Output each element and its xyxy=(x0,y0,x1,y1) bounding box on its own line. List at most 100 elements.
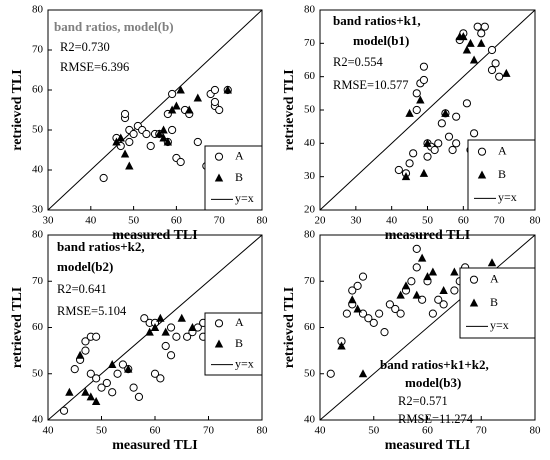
data-point xyxy=(156,374,165,383)
x-tick-label: 50 xyxy=(422,215,434,227)
x-tick-label: 70 xyxy=(494,215,506,227)
data-point xyxy=(129,383,138,392)
data-point xyxy=(419,168,429,177)
data-point xyxy=(401,281,411,290)
annotation: band ratios+k1, xyxy=(333,13,421,28)
annotation: RMSE=6.396 xyxy=(60,60,129,74)
y-tick-label: 40 xyxy=(304,414,316,426)
data-point xyxy=(423,138,432,147)
data-point xyxy=(439,300,448,309)
data-point xyxy=(416,95,425,104)
x-axis-label: measured TLI xyxy=(385,438,470,453)
y-tick-label: 50 xyxy=(304,104,316,116)
data-point xyxy=(86,369,95,378)
legend-label: B xyxy=(498,167,506,181)
legend-marker xyxy=(477,170,487,179)
x-tick-label: 60 xyxy=(422,425,434,437)
y-tick-label: 40 xyxy=(304,137,316,149)
y-tick-label: 60 xyxy=(304,321,316,333)
data-point xyxy=(65,387,74,396)
y-tick-label: 60 xyxy=(32,84,44,96)
legend-marker xyxy=(214,319,224,328)
x-tick-label: 40 xyxy=(43,425,55,437)
data-point xyxy=(150,369,160,378)
data-point xyxy=(337,341,346,350)
data-point xyxy=(396,309,405,318)
reference-line xyxy=(319,234,536,421)
x-tick-label: 50 xyxy=(96,425,108,437)
x-tick-label: 80 xyxy=(530,425,542,437)
data-point xyxy=(423,272,432,281)
x-tick-label: 40 xyxy=(386,215,398,227)
y-tick-label: 60 xyxy=(304,70,316,82)
data-point xyxy=(125,161,134,170)
data-point xyxy=(102,378,111,388)
data-point xyxy=(348,286,357,295)
data-point xyxy=(448,145,457,155)
data-point xyxy=(129,129,138,139)
data-point xyxy=(385,300,394,309)
data-point xyxy=(412,89,421,98)
x-tick-label: 20 xyxy=(315,215,327,227)
data-point xyxy=(125,137,134,147)
data-point xyxy=(450,286,459,295)
y-tick-label: 30 xyxy=(304,170,316,182)
data-point xyxy=(223,85,232,94)
y-tick-label: 70 xyxy=(32,275,44,287)
data-point xyxy=(172,332,181,341)
y-tick-label: 80 xyxy=(304,229,316,241)
data-point xyxy=(391,304,400,314)
data-point xyxy=(502,68,511,77)
legend-label: B xyxy=(235,170,243,184)
annotation: R2=0.730 xyxy=(60,40,110,54)
annotation: RMSE=10.577 xyxy=(333,78,408,92)
legend-marker xyxy=(469,298,479,307)
data-point xyxy=(469,129,479,138)
reference-line xyxy=(47,9,263,211)
data-point xyxy=(358,369,368,378)
data-point xyxy=(405,108,414,117)
data-point xyxy=(81,346,90,355)
data-point xyxy=(348,295,357,304)
x-tick-label: 70 xyxy=(214,215,226,227)
data-point xyxy=(176,157,185,167)
data-point xyxy=(444,132,454,141)
x-axis-label: measured TLI xyxy=(112,228,197,243)
data-point xyxy=(430,145,439,155)
x-tick-label: 50 xyxy=(368,425,380,437)
data-point xyxy=(210,97,220,107)
data-point xyxy=(210,85,220,95)
data-point xyxy=(163,137,173,146)
y-tick-label: 70 xyxy=(32,44,44,56)
x-tick-label: 80 xyxy=(257,215,269,227)
data-point xyxy=(185,105,194,114)
legend-marker xyxy=(469,275,479,284)
data-point xyxy=(477,29,486,38)
y-tick-label: 50 xyxy=(304,367,316,379)
legend-label: A xyxy=(490,271,499,285)
x-tick-label: 70 xyxy=(476,425,488,437)
x-tick-label: 40 xyxy=(315,425,327,437)
legend-label: A xyxy=(235,315,244,329)
data-point xyxy=(108,360,117,368)
data-point xyxy=(134,392,144,401)
data-point xyxy=(469,55,479,64)
legend-label: A xyxy=(498,143,507,157)
y-tick-label: 80 xyxy=(304,4,316,16)
data-point xyxy=(70,365,79,374)
x-tick-label: 80 xyxy=(257,425,269,437)
data-point xyxy=(369,318,378,327)
data-point xyxy=(423,152,432,161)
data-point xyxy=(166,351,176,360)
data-point xyxy=(412,105,421,115)
data-point xyxy=(81,337,90,346)
x-tick-label: 80 xyxy=(530,215,542,227)
legend-label: y=x xyxy=(498,190,517,204)
data-point xyxy=(326,369,335,378)
data-point xyxy=(358,272,368,281)
y-tick-label: 20 xyxy=(304,204,316,216)
y-tick-label: 50 xyxy=(32,367,44,379)
data-point xyxy=(118,360,128,369)
data-point xyxy=(473,22,482,31)
